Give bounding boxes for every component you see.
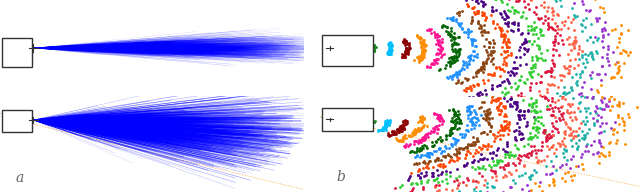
Bar — [322, 35, 372, 66]
Text: b: b — [336, 170, 345, 184]
Text: a: a — [15, 171, 24, 185]
Bar — [1, 38, 32, 67]
Bar — [322, 108, 372, 131]
Bar — [1, 110, 32, 132]
